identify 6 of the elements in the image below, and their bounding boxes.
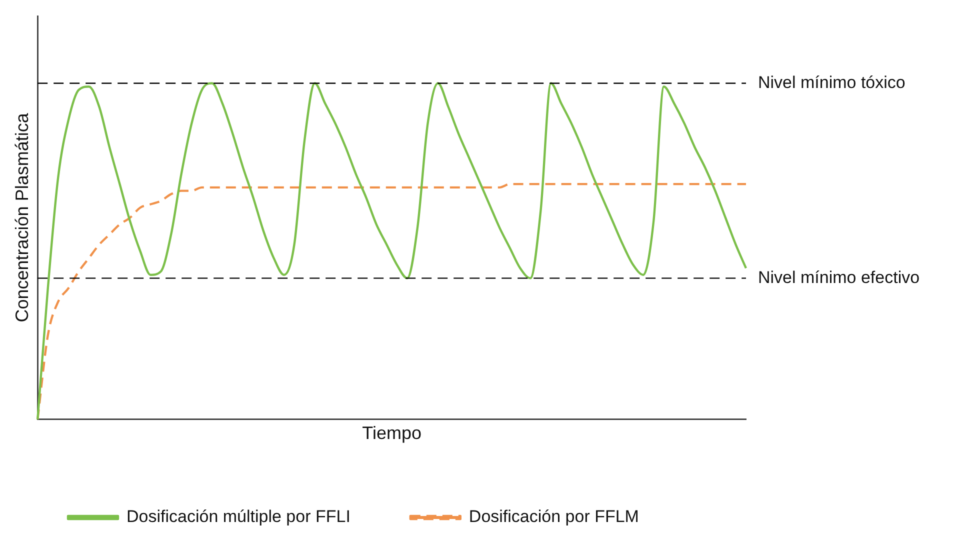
legend-label: Dosificación múltiple por FFLI xyxy=(126,507,350,526)
y-axis-title: Concentración Plasmática xyxy=(12,112,32,322)
x-axis-title: Tiempo xyxy=(362,423,422,444)
legend-label: Dosificación por FFLM xyxy=(468,507,639,526)
ref-line-label: Nivel mínimo tóxico xyxy=(758,72,906,92)
ref-line-label: Nivel mínimo efectivo xyxy=(758,268,920,287)
